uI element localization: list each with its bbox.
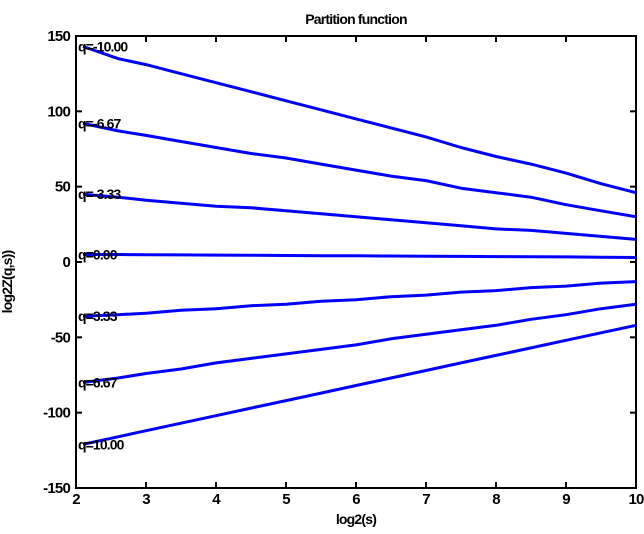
series-label-6: q=10.00 — [78, 436, 125, 452]
y-tick-label: 0 — [62, 254, 70, 271]
x-tick-label: 9 — [562, 491, 570, 508]
x-tick-label: 7 — [422, 491, 430, 508]
y-tick-label: -50 — [51, 329, 71, 346]
x-axis-label: log2(s) — [336, 511, 376, 527]
series-line-5 — [82, 302, 637, 384]
series-label-0: q=-10.00 — [78, 39, 128, 55]
series-label-3: q=0.00 — [78, 246, 118, 262]
y-tick-label: -100 — [43, 405, 70, 422]
series-line-4 — [82, 280, 637, 318]
series-label-1: q=-6.67 — [78, 115, 121, 131]
series-label-5: q=6.67 — [78, 375, 118, 391]
x-tick-label: 2 — [72, 491, 80, 508]
y-tick-label: 100 — [47, 103, 70, 120]
y-tick-label: 50 — [55, 179, 71, 196]
x-tick-label: 10 — [628, 491, 644, 508]
x-tick-label: 8 — [492, 491, 500, 508]
chart-title: Partition function — [305, 11, 407, 27]
series-label-2: q=-3.33 — [78, 186, 121, 202]
x-tick-label: 5 — [282, 491, 290, 508]
plot-frame — [75, 35, 637, 489]
y-tick-label: 150 — [47, 28, 70, 45]
series-line-1 — [82, 121, 637, 219]
series-line-0 — [82, 45, 637, 195]
series-line-2 — [82, 192, 637, 241]
x-tick-label: 3 — [142, 491, 150, 508]
series-label-4: q=3.33 — [78, 308, 118, 324]
y-tick-label: -150 — [43, 480, 70, 497]
y-axis-label: log2Z(q,s)) — [0, 250, 15, 313]
plot-area: 2 3 4 5 6 7 8 9 10 -150 -100 -50 0 50 100 150 q=-10.00 q=… — [43, 28, 644, 508]
series-line-3 — [83, 253, 637, 259]
x-tick-label: 4 — [212, 491, 221, 508]
series-line-6 — [82, 323, 637, 446]
x-tick-label: 6 — [352, 491, 360, 508]
